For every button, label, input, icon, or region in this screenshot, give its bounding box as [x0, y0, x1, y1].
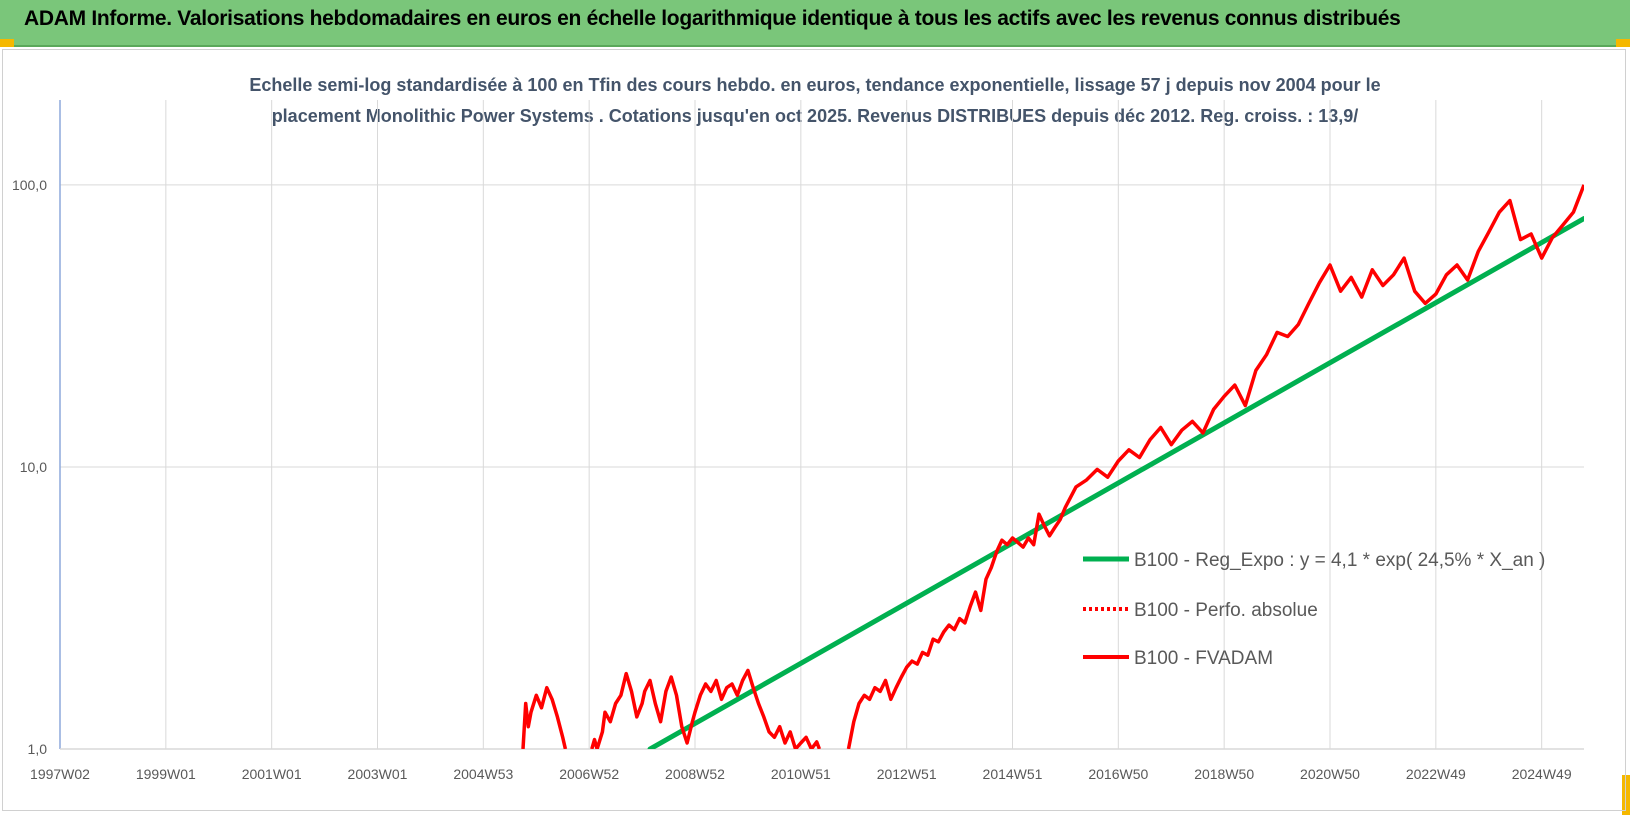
y-tick-label: 100,0 [12, 177, 47, 193]
x-tick-label: 1997W02 [30, 766, 90, 782]
legend-label: B100 - Perfo. absolue [1134, 600, 1318, 621]
x-tick-label: 2001W01 [242, 766, 302, 782]
x-tick-label: 2016W50 [1088, 766, 1148, 782]
chart-title-line-2: placement Monolithic Power Systems . Cot… [271, 106, 1359, 126]
series-line-fvadam [846, 184, 1584, 749]
x-tick-label: 2022W49 [1406, 766, 1466, 782]
chart-frame [2, 49, 1626, 811]
series-line-reg-expo [647, 216, 1584, 749]
x-tick-label: 2010W51 [771, 766, 831, 782]
x-tick-label: 2003W01 [348, 766, 408, 782]
y-tick-label: 10,0 [20, 459, 47, 475]
x-tick-label: 2020W50 [1300, 766, 1360, 782]
x-tick-label: 2004W53 [453, 766, 513, 782]
x-tick-label: 2008W52 [665, 766, 725, 782]
y-tick-label: 1,0 [28, 741, 48, 757]
series-line-fvadam [521, 685, 568, 749]
x-tick-label: 1999W01 [136, 766, 196, 782]
series-line-fvadam [590, 668, 822, 749]
x-tick-label: 2018W50 [1194, 766, 1254, 782]
chart-title-line-1: Echelle semi-log standardisée à 100 en T… [249, 75, 1381, 95]
page-title: ADAM Informe. Valorisations hebdomadaire… [24, 7, 1401, 30]
axis-layer: 1997W02 1999W01 2001W01 2003W01 2004W53 2006W… [12, 100, 1584, 782]
series-layer [521, 184, 1584, 749]
legend-label: B100 - FVADAM [1134, 648, 1273, 669]
x-tick-label: 2006W52 [559, 766, 619, 782]
legend-label: B100 - Reg_Expo : y = 4,1 * exp( 24,5% *… [1134, 550, 1545, 571]
corner-accent-top-right [1616, 39, 1630, 47]
x-tick-label: 2024W49 [1512, 766, 1572, 782]
header-bar: ADAM Informe. Valorisations hebdomadaire… [0, 0, 1630, 47]
legend: B100 - Reg_Expo : y = 4,1 * exp( 24,5% *… [1083, 550, 1545, 669]
x-tick-label: 2012W51 [877, 766, 937, 782]
chart-title: Echelle semi-log standardisée à 100 en T… [0, 70, 1630, 132]
corner-accent-top-left [0, 39, 14, 47]
corner-accent-bottom-right [1622, 775, 1630, 815]
x-tick-label: 2014W51 [983, 766, 1043, 782]
